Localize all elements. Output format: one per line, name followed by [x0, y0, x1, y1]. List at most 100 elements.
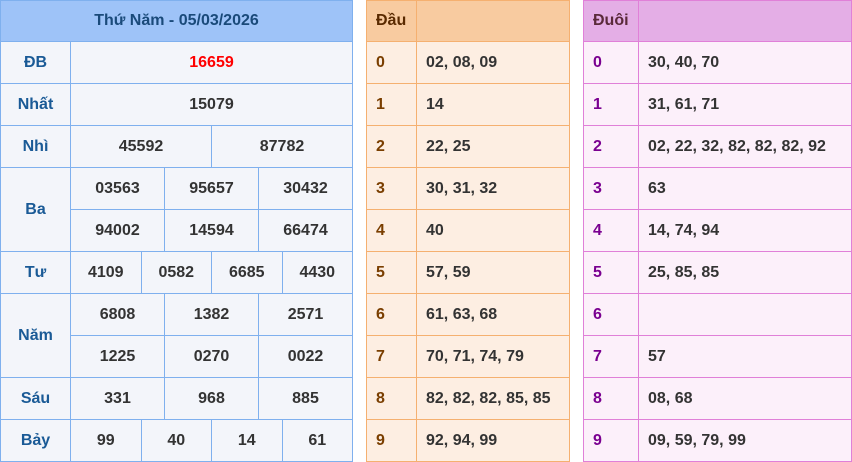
duoi-row: 8 08, 68: [583, 377, 852, 420]
dau-numbers: 22, 25: [416, 125, 570, 168]
prize-label-nam: Năm: [0, 293, 71, 378]
dau-header-values: [416, 0, 570, 42]
duoi-row: 3 63: [583, 167, 852, 210]
dau-digit: 2: [366, 125, 417, 168]
prize-value: 6808: [70, 293, 165, 336]
dau-numbers: 57, 59: [416, 251, 570, 294]
prize-value: 94002: [70, 209, 165, 252]
prize-value: 40: [140, 419, 212, 462]
duoi-row: 5 25, 85, 85: [583, 251, 852, 294]
prize-value: 1382: [164, 293, 259, 336]
duoi-digit: 5: [583, 251, 639, 294]
prize-value: 885: [258, 377, 353, 420]
prize-value: 1225: [70, 335, 165, 378]
duoi-digit: 8: [583, 377, 639, 420]
dau-digit: 0: [366, 41, 417, 84]
dau-digit: 5: [366, 251, 417, 294]
dau-row: 0 02, 08, 09: [366, 41, 570, 84]
duoi-digit: 3: [583, 167, 639, 210]
dau-digit: 9: [366, 419, 417, 462]
duoi-digit: 9: [583, 419, 639, 462]
duoi-row: 7 57: [583, 335, 852, 378]
prize-value: 6685: [211, 251, 283, 294]
duoi-numbers: 31, 61, 71: [638, 83, 852, 126]
dau-numbers: 82, 82, 82, 85, 85: [416, 377, 570, 420]
head-digit-table: Đầu 0 02, 08, 09 1 14 2 22, 25 3 30, 31, 32 4 40 5…: [366, 0, 570, 462]
prize-value: 0582: [140, 251, 212, 294]
dau-numbers: 40: [416, 209, 570, 252]
prize-label-tu: Tư: [0, 251, 71, 294]
prize-value: 30432: [258, 167, 353, 210]
duoi-numbers: [638, 293, 852, 336]
tail-digit-table: Đuôi 0 30, 40, 70 1 31, 61, 71 2 02, 22, 32, …: [583, 0, 852, 462]
prize-value: 0022: [258, 335, 353, 378]
dau-row: 5 57, 59: [366, 251, 570, 294]
duoi-numbers: 08, 68: [638, 377, 852, 420]
dau-numbers: 02, 08, 09: [416, 41, 570, 84]
prize-value: 4430: [281, 251, 353, 294]
prize-value: 66474: [258, 209, 353, 252]
duoi-row: 2 02, 22, 32, 82, 82, 82, 92: [583, 125, 852, 168]
duoi-row: 9 09, 59, 79, 99: [583, 419, 852, 462]
results-table: Thứ Năm - 05/03/2026 ĐB 16659 Nhất 15079 N…: [0, 0, 353, 462]
duoi-numbers: 57: [638, 335, 852, 378]
dau-header: Đầu: [366, 0, 417, 42]
duoi-numbers: 02, 22, 32, 82, 82, 82, 92: [638, 125, 852, 168]
dau-numbers: 70, 71, 74, 79: [416, 335, 570, 378]
prize-value: 14: [211, 419, 283, 462]
dau-row: 4 40: [366, 209, 570, 252]
prize-value: 968: [164, 377, 259, 420]
special-prize-value: 16659: [70, 41, 353, 84]
duoi-row: 0 30, 40, 70: [583, 41, 852, 84]
duoi-numbers: 09, 59, 79, 99: [638, 419, 852, 462]
prize-label-nhat: Nhất: [0, 83, 71, 126]
duoi-row: 1 31, 61, 71: [583, 83, 852, 126]
prize-value: 2571: [258, 293, 353, 336]
duoi-digit: 2: [583, 125, 639, 168]
duoi-header: Đuôi: [583, 0, 639, 42]
dau-numbers: 30, 31, 32: [416, 167, 570, 210]
prize-label-ba: Ba: [0, 167, 71, 252]
prize-label-db: ĐB: [0, 41, 71, 84]
duoi-row: 6: [583, 293, 852, 336]
dau-row: 3 30, 31, 32: [366, 167, 570, 210]
duoi-digit: 1: [583, 83, 639, 126]
dau-numbers: 92, 94, 99: [416, 419, 570, 462]
duoi-numbers: 63: [638, 167, 852, 210]
dau-row: 1 14: [366, 83, 570, 126]
dau-numbers: 61, 63, 68: [416, 293, 570, 336]
dau-digit: 1: [366, 83, 417, 126]
duoi-digit: 6: [583, 293, 639, 336]
duoi-digit: 7: [583, 335, 639, 378]
prize-value: 4109: [70, 251, 142, 294]
dau-digit: 8: [366, 377, 417, 420]
duoi-numbers: 14, 74, 94: [638, 209, 852, 252]
dau-row: 2 22, 25: [366, 125, 570, 168]
prize-value: 15079: [70, 83, 353, 126]
dau-numbers: 14: [416, 83, 570, 126]
prize-value: 03563: [70, 167, 165, 210]
dau-row: 8 82, 82, 82, 85, 85: [366, 377, 570, 420]
dau-row: 7 70, 71, 74, 79: [366, 335, 570, 378]
dau-row: 9 92, 94, 99: [366, 419, 570, 462]
dau-digit: 7: [366, 335, 417, 378]
prize-value: 331: [70, 377, 165, 420]
prize-value: 14594: [164, 209, 259, 252]
duoi-header-values: [638, 0, 852, 42]
duoi-row: 4 14, 74, 94: [583, 209, 852, 252]
prize-value: 87782: [211, 125, 353, 168]
prize-label-nhi: Nhì: [0, 125, 71, 168]
prize-label-bay: Bảy: [0, 419, 71, 462]
duoi-digit: 0: [583, 41, 639, 84]
dau-row: 6 61, 63, 68: [366, 293, 570, 336]
prize-value: 0270: [164, 335, 259, 378]
prize-label-sau: Sáu: [0, 377, 71, 420]
duoi-digit: 4: [583, 209, 639, 252]
duoi-numbers: 25, 85, 85: [638, 251, 852, 294]
prize-value: 61: [281, 419, 353, 462]
draw-date-title: Thứ Năm - 05/03/2026: [0, 0, 353, 42]
prize-value: 95657: [164, 167, 259, 210]
dau-digit: 3: [366, 167, 417, 210]
prize-value: 45592: [70, 125, 212, 168]
prize-value: 99: [70, 419, 142, 462]
